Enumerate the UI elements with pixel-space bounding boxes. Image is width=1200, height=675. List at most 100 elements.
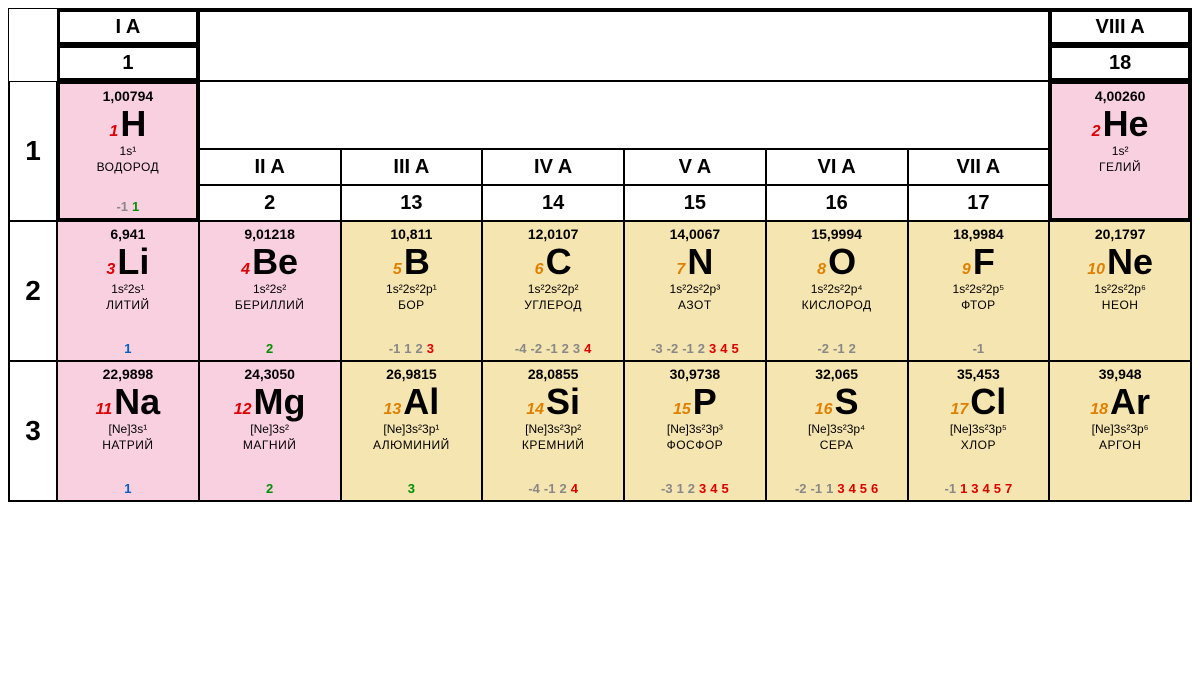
element-symbol: F xyxy=(973,244,995,280)
element-cell-s: 32,06516S[Ne]3s²3p⁴СЕРА-2-113456 xyxy=(766,361,908,501)
atomic-mass: 1,00794 xyxy=(103,88,154,104)
element-name: НЕОН xyxy=(1102,298,1139,312)
element-name: ВОДОРОД xyxy=(97,160,160,174)
element-cell-n: 14,00677N1s²2s²2p³АЗОТ-3-2-12345 xyxy=(624,221,766,361)
element-symbol: O xyxy=(828,244,856,280)
oxidation-states: -1 xyxy=(973,341,985,356)
atomic-number: 3 xyxy=(106,261,115,279)
element-name: АЗОТ xyxy=(678,298,712,312)
element-symbol: B xyxy=(404,244,430,280)
group-header-2-num: 2 xyxy=(199,185,341,221)
element-symbol: Li xyxy=(117,244,149,280)
group-header-2-roman: II A xyxy=(199,149,341,185)
element-symbol: Al xyxy=(403,384,439,420)
element-cell-c: 12,01076C1s²2s²2p²УГЛЕРОД-4-2-1234 xyxy=(482,221,624,361)
atomic-mass: 20,1797 xyxy=(1095,226,1146,242)
atomic-mass: 14,0067 xyxy=(670,226,721,242)
electron-config: [Ne]3s²3p⁶ xyxy=(1092,422,1149,436)
element-cell-cl: 35,45317Cl[Ne]3s²3p⁵ХЛОР-113457 xyxy=(908,361,1050,501)
oxidation-states: -3-2-12345 xyxy=(651,341,739,356)
atomic-number: 1 xyxy=(109,123,118,141)
element-symbol: H xyxy=(120,106,146,142)
atomic-number: 10 xyxy=(1087,261,1105,279)
element-name: ЛИТИЙ xyxy=(106,298,150,312)
atomic-number: 6 xyxy=(535,261,544,279)
atomic-number: 17 xyxy=(950,401,968,419)
oxidation-states: -2-113456 xyxy=(795,481,878,496)
atomic-mass: 35,453 xyxy=(957,366,1000,382)
electron-config: 1s²2s²2p² xyxy=(528,282,579,296)
oxidation-states: -4-2-1234 xyxy=(515,341,591,356)
atomic-mass: 12,0107 xyxy=(528,226,579,242)
atomic-number: 5 xyxy=(393,261,402,279)
element-symbol: P xyxy=(693,384,717,420)
electron-config: 1s¹ xyxy=(120,144,137,158)
oxidation-states: -1123 xyxy=(389,341,434,356)
oxidation-states: -11 xyxy=(116,199,139,214)
element-symbol: Be xyxy=(252,244,298,280)
element-cell-be: 9,012184Be1s²2s²БЕРИЛЛИЙ2 xyxy=(199,221,341,361)
element-name: КИСЛОРОД xyxy=(802,298,872,312)
element-cell-na: 22,989811Na[Ne]3s¹НАТРИЙ1 xyxy=(57,361,199,501)
element-cell-p: 30,973815P[Ne]3s²3p³ФОСФОР-312345 xyxy=(624,361,766,501)
element-name: ХЛОР xyxy=(961,438,996,452)
corner-empty xyxy=(9,9,57,81)
atomic-number: 12 xyxy=(234,401,252,419)
element-name: УГЛЕРОД xyxy=(524,298,582,312)
oxidation-states: -4-124 xyxy=(528,481,578,496)
element-cell-b: 10,8115B1s²2s²2p¹БОР-1123 xyxy=(341,221,483,361)
atomic-number: 8 xyxy=(817,261,826,279)
atomic-mass: 22,9898 xyxy=(103,366,154,382)
electron-config: [Ne]3s²3p¹ xyxy=(383,422,439,436)
electron-config: 1s²2s²2p³ xyxy=(670,282,721,296)
atomic-number: 16 xyxy=(815,401,833,419)
group-header-13-roman: III A xyxy=(341,149,483,185)
group-header-16-roman: VI A xyxy=(766,149,908,185)
electron-config: 1s²2s²2p⁴ xyxy=(811,282,863,296)
electron-config: [Ne]3s²3p⁴ xyxy=(808,422,865,436)
mid-group-headers: II A III A IV A V A VI A VII A 2 13 14 1… xyxy=(199,81,1050,221)
header-gap xyxy=(199,9,1050,81)
element-cell-f: 18,99849F1s²2s²2p⁵ФТОР-1 xyxy=(908,221,1050,361)
element-symbol: Cl xyxy=(970,384,1006,420)
atomic-number: 14 xyxy=(526,401,544,419)
atomic-number: 2 xyxy=(1092,123,1101,141)
atomic-mass: 6,941 xyxy=(110,226,145,242)
electron-config: 1s² xyxy=(1112,144,1129,158)
oxidation-states: 1 xyxy=(124,481,131,496)
electron-config: 1s²2s²2p⁵ xyxy=(953,282,1005,296)
element-name: НАТРИЙ xyxy=(102,438,153,452)
element-name: СЕРА xyxy=(820,438,854,452)
element-symbol: Si xyxy=(546,384,580,420)
electron-config: 1s²2s¹ xyxy=(111,282,144,296)
element-symbol: Ar xyxy=(1110,384,1150,420)
element-symbol: Ne xyxy=(1107,244,1153,280)
group-header-1-roman: I A xyxy=(57,9,199,45)
element-symbol: He xyxy=(1103,106,1149,142)
electron-config: [Ne]3s²3p² xyxy=(525,422,581,436)
element-name: АРГОН xyxy=(1099,438,1141,452)
element-name: ФТОР xyxy=(961,298,996,312)
element-cell-ne: 20,1797 10Ne 1s²2s²2p⁶ НЕОН xyxy=(1049,221,1191,361)
element-symbol: Mg xyxy=(254,384,306,420)
oxidation-states: -312345 xyxy=(661,481,729,496)
atomic-mass: 30,9738 xyxy=(670,366,721,382)
atomic-number: 18 xyxy=(1090,401,1108,419)
group-header-1-num: 1 xyxy=(57,45,199,81)
atomic-mass: 9,01218 xyxy=(244,226,295,242)
group-header-14-roman: IV A xyxy=(482,149,624,185)
element-name: БЕРИЛЛИЙ xyxy=(235,298,305,312)
electron-config: [Ne]3s² xyxy=(250,422,289,436)
element-name: АЛЮМИНИЙ xyxy=(373,438,450,452)
atomic-mass: 10,811 xyxy=(390,226,432,242)
element-cell-mg: 24,305012Mg[Ne]3s²МАГНИЙ2 xyxy=(199,361,341,501)
period-label-2: 2 xyxy=(9,221,57,361)
atomic-mass: 28,0855 xyxy=(528,366,579,382)
atomic-number: 13 xyxy=(383,401,401,419)
mid-num-row: 2 13 14 15 16 17 xyxy=(199,185,1050,221)
element-name: МАГНИЙ xyxy=(243,438,296,452)
group-header-17-num: 17 xyxy=(908,185,1050,221)
electron-config: 1s²2s²2p⁶ xyxy=(1094,282,1146,296)
group-header-17-roman: VII A xyxy=(908,149,1050,185)
atomic-mass: 26,9815 xyxy=(386,366,437,382)
